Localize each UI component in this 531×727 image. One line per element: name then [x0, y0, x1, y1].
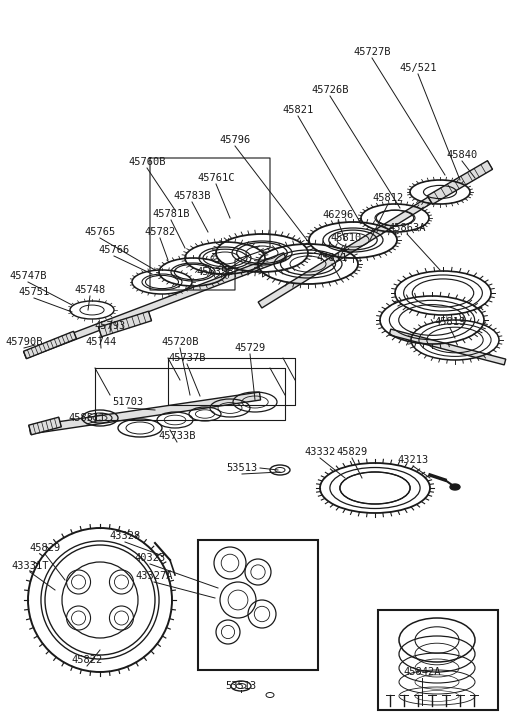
Polygon shape — [427, 161, 493, 204]
Text: 45790B: 45790B — [5, 337, 43, 347]
Text: 45/521: 45/521 — [399, 63, 437, 73]
Polygon shape — [389, 329, 506, 365]
Ellipse shape — [450, 484, 460, 490]
Text: 45810: 45810 — [330, 233, 362, 243]
Text: 45760B: 45760B — [129, 157, 166, 167]
Text: 45863A: 45863A — [388, 223, 426, 233]
Polygon shape — [29, 417, 61, 435]
Text: 45635B: 45635B — [196, 267, 234, 277]
Text: 45822: 45822 — [71, 655, 102, 665]
Text: 45782: 45782 — [144, 227, 176, 237]
Polygon shape — [24, 253, 286, 358]
Text: 45766: 45766 — [98, 245, 130, 255]
Text: 45811: 45811 — [316, 253, 348, 263]
Text: 45751: 45751 — [19, 287, 49, 297]
Text: 45819: 45819 — [434, 317, 466, 327]
Text: 45812: 45812 — [372, 193, 404, 203]
Polygon shape — [258, 197, 432, 308]
Text: 45761C: 45761C — [197, 173, 235, 183]
Text: 45744: 45744 — [85, 337, 117, 347]
Text: 45720B: 45720B — [161, 337, 199, 347]
Text: 45765: 45765 — [84, 227, 116, 237]
Text: 40323: 40323 — [134, 553, 166, 563]
Polygon shape — [98, 311, 151, 337]
Polygon shape — [23, 332, 76, 358]
Text: 45840: 45840 — [447, 150, 477, 160]
Text: 45727B: 45727B — [353, 47, 391, 57]
Text: 45737B: 45737B — [168, 353, 205, 363]
Text: 43328: 43328 — [109, 531, 141, 541]
Text: 45726B: 45726B — [311, 85, 349, 95]
Text: 45781B: 45781B — [152, 209, 190, 219]
Text: 53513: 53513 — [226, 463, 258, 473]
Text: 45733B: 45733B — [158, 431, 196, 441]
Text: 45842A: 45842A — [403, 667, 441, 677]
Polygon shape — [29, 392, 261, 434]
Text: 45783B: 45783B — [173, 191, 211, 201]
Text: 46296: 46296 — [322, 210, 354, 220]
Text: 45748: 45748 — [74, 285, 106, 295]
Text: 45796: 45796 — [219, 135, 251, 145]
Text: 45821: 45821 — [282, 105, 314, 115]
Text: 45829: 45829 — [29, 543, 61, 553]
Bar — [198, 540, 318, 670]
Text: 45729: 45729 — [234, 343, 266, 353]
Text: 43332: 43332 — [304, 447, 336, 457]
Text: 45793: 45793 — [95, 321, 126, 331]
Text: 43331T: 43331T — [11, 561, 49, 571]
Text: 53513: 53513 — [225, 681, 256, 691]
Text: 45829: 45829 — [336, 447, 367, 457]
Text: 45747B: 45747B — [9, 271, 47, 281]
Bar — [378, 610, 498, 710]
Text: 45851T: 45851T — [68, 413, 106, 423]
Text: 51703: 51703 — [113, 397, 143, 407]
Text: 43327A: 43327A — [135, 571, 173, 581]
Text: 43213: 43213 — [397, 455, 429, 465]
